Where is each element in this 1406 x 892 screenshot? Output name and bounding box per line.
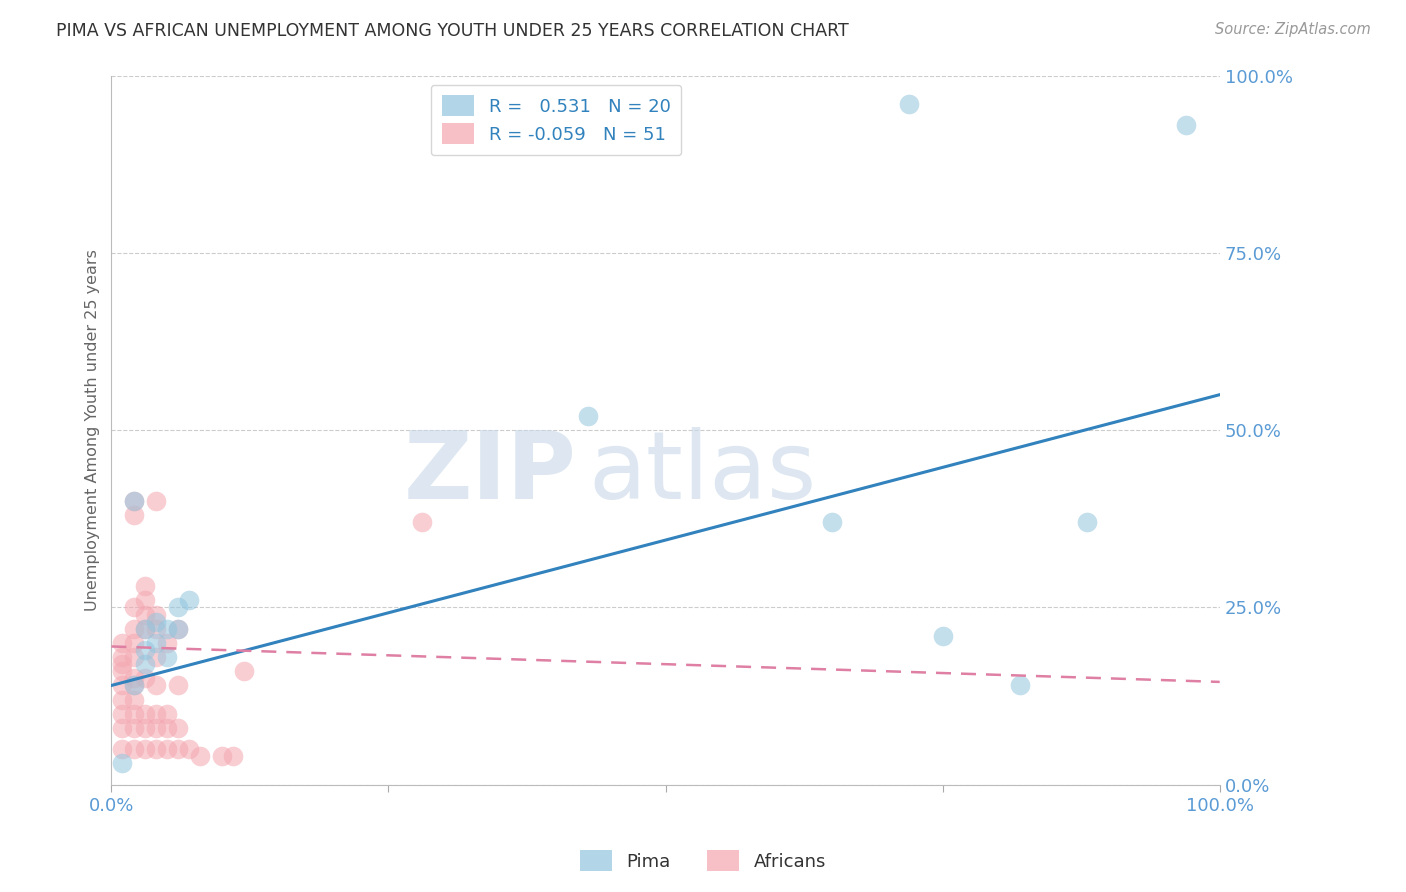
Point xyxy=(134,706,156,721)
Point xyxy=(134,742,156,756)
Point xyxy=(111,636,134,650)
Point xyxy=(122,622,145,636)
Point xyxy=(222,749,245,764)
Point xyxy=(122,600,145,615)
Point xyxy=(821,516,844,530)
Point xyxy=(898,96,921,111)
Point xyxy=(122,672,145,686)
Point xyxy=(145,706,167,721)
Point xyxy=(134,721,156,735)
Point xyxy=(122,721,145,735)
Point xyxy=(122,494,145,508)
Point xyxy=(111,665,134,679)
Point xyxy=(167,678,190,692)
Point xyxy=(122,742,145,756)
Point xyxy=(111,678,134,692)
Point xyxy=(122,636,145,650)
Text: atlas: atlas xyxy=(588,426,817,518)
Point xyxy=(134,657,156,672)
Point xyxy=(111,721,134,735)
Point xyxy=(111,706,134,721)
Point xyxy=(134,593,156,607)
Point xyxy=(145,622,167,636)
Point xyxy=(167,742,190,756)
Point xyxy=(134,622,156,636)
Point xyxy=(111,742,134,756)
Point xyxy=(111,657,134,672)
Point xyxy=(167,721,190,735)
Point xyxy=(931,629,953,643)
Point xyxy=(411,516,433,530)
Point xyxy=(177,593,200,607)
Legend: Pima, Africans: Pima, Africans xyxy=(572,843,834,879)
Point xyxy=(134,607,156,622)
Point xyxy=(167,600,190,615)
Point xyxy=(156,650,179,665)
Point xyxy=(576,409,599,423)
Point xyxy=(145,607,167,622)
Point xyxy=(177,742,200,756)
Point xyxy=(111,692,134,706)
Legend: R =   0.531   N = 20, R = -0.059   N = 51: R = 0.531 N = 20, R = -0.059 N = 51 xyxy=(430,85,682,155)
Point xyxy=(122,494,145,508)
Point xyxy=(167,622,190,636)
Point xyxy=(1175,118,1198,132)
Point xyxy=(145,636,167,650)
Point xyxy=(1076,516,1098,530)
Point xyxy=(145,650,167,665)
Point xyxy=(111,756,134,771)
Point xyxy=(145,494,167,508)
Point xyxy=(211,749,233,764)
Point xyxy=(145,615,167,629)
Point xyxy=(134,579,156,593)
Text: ZIP: ZIP xyxy=(404,426,576,518)
Point xyxy=(134,672,156,686)
Point xyxy=(145,742,167,756)
Point xyxy=(111,650,134,665)
Point xyxy=(1010,678,1032,692)
Point xyxy=(188,749,211,764)
Point xyxy=(156,742,179,756)
Point xyxy=(145,721,167,735)
Point xyxy=(122,692,145,706)
Point xyxy=(156,721,179,735)
Y-axis label: Unemployment Among Youth under 25 years: Unemployment Among Youth under 25 years xyxy=(86,249,100,611)
Point xyxy=(167,622,190,636)
Text: Source: ZipAtlas.com: Source: ZipAtlas.com xyxy=(1215,22,1371,37)
Point xyxy=(145,678,167,692)
Point xyxy=(122,678,145,692)
Point xyxy=(122,508,145,523)
Point xyxy=(122,678,145,692)
Point xyxy=(134,622,156,636)
Point xyxy=(233,665,256,679)
Point xyxy=(134,643,156,657)
Point xyxy=(156,622,179,636)
Text: PIMA VS AFRICAN UNEMPLOYMENT AMONG YOUTH UNDER 25 YEARS CORRELATION CHART: PIMA VS AFRICAN UNEMPLOYMENT AMONG YOUTH… xyxy=(56,22,849,40)
Point xyxy=(156,636,179,650)
Point xyxy=(156,706,179,721)
Point xyxy=(122,706,145,721)
Point xyxy=(122,650,145,665)
